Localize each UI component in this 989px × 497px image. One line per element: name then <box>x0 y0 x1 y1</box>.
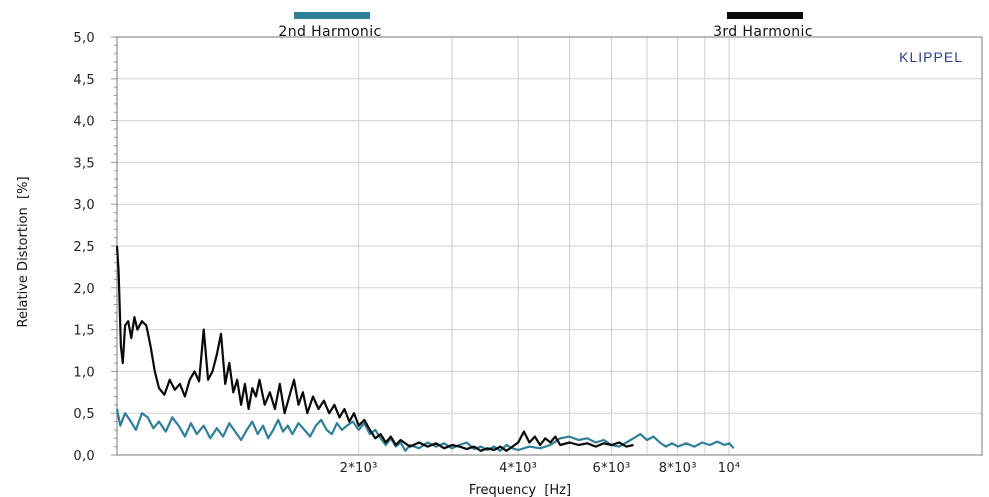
y-tick-labels: 0,0 0,5 1,0 1,5 2,0 2,5 3,0 3,5 4,0 4,5 5,0 <box>73 31 95 464</box>
series-layer <box>115 245 735 452</box>
y-tick-label: 5,0 <box>73 31 95 46</box>
x-tick-label: 10⁴ <box>718 461 741 476</box>
legend-label-3rd-harmonic: 3rd Harmonic <box>713 24 813 40</box>
y-tick-label: 3,5 <box>73 156 95 171</box>
y-tick-label: 2,0 <box>73 282 95 297</box>
x-axis-title: Frequency [Hz] <box>469 483 571 497</box>
legend-swatch-2nd-harmonic <box>294 12 370 19</box>
series-line-2nd-harmonic <box>115 408 735 452</box>
legend-label-2nd-harmonic: 2nd Harmonic <box>278 24 381 40</box>
x-tick-label: 2*10³ <box>340 461 378 476</box>
y-minor-ticks <box>111 36 117 456</box>
y-tick-label: 1,5 <box>73 324 95 339</box>
x-tick-label: 6*10³ <box>593 461 631 476</box>
x-tick-label: 4*10³ <box>499 461 537 476</box>
y-tick-label: 1,0 <box>73 365 95 380</box>
legend: 2nd Harmonic 3rd Harmonic <box>278 12 813 40</box>
y-tick-label: 2,5 <box>73 240 95 255</box>
y-tick-label: 4,0 <box>73 115 95 130</box>
y-tick-label: 0,0 <box>73 449 95 464</box>
x-tick-labels: 2*10³ 4*10³ 6*10³ 8*10³ 10⁴ <box>340 461 741 476</box>
legend-swatch-3rd-harmonic <box>727 12 803 19</box>
y-tick-label: 3,0 <box>73 198 95 213</box>
y-tick-label: 4,5 <box>73 73 95 88</box>
series-line-3rd-harmonic <box>115 245 634 452</box>
y-tick-label: 0,5 <box>73 407 95 422</box>
y-axis-title: Relative Distortion [%] <box>16 176 31 327</box>
brand-logo-text: KLIPPEL <box>899 49 963 65</box>
x-tick-label: 8*10³ <box>659 461 697 476</box>
